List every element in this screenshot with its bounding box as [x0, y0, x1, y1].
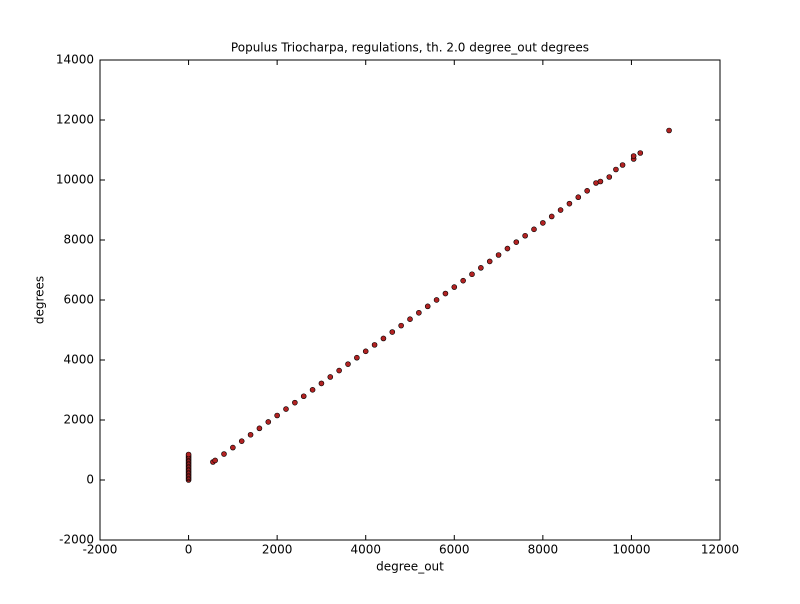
point [318, 380, 325, 387]
y-tick-label: 8000 [63, 233, 94, 247]
point [309, 387, 316, 393]
y-tick-label: 12000 [56, 113, 94, 127]
y-tick-label: 0 [86, 473, 94, 487]
point [300, 393, 307, 400]
point [575, 194, 582, 201]
point [451, 284, 458, 290]
point [597, 178, 604, 185]
point [327, 374, 334, 380]
point [424, 303, 431, 310]
point [504, 245, 511, 252]
point [362, 348, 369, 355]
point [522, 232, 528, 239]
point [292, 399, 298, 406]
point [212, 457, 218, 464]
point [416, 309, 422, 316]
y-tick-label: 14000 [56, 53, 94, 67]
point [185, 451, 192, 458]
point [566, 200, 573, 207]
point [442, 290, 449, 297]
x-tick-label: 2000 [262, 543, 293, 557]
point [460, 277, 466, 284]
point [380, 335, 387, 342]
point [230, 444, 236, 451]
point [354, 354, 360, 361]
point [513, 239, 520, 245]
x-tick-label: 4000 [350, 543, 381, 557]
point [637, 150, 644, 156]
chart-title: Populus Triocharpa, regulations, th. 2.0… [231, 41, 589, 55]
point [495, 252, 502, 258]
point [540, 220, 546, 226]
y-tick-label: 6000 [63, 293, 94, 307]
y-tick-label: 4000 [63, 353, 94, 367]
y-axis-label: degrees [33, 276, 47, 324]
point [606, 174, 613, 180]
y-tick-label: 10000 [56, 173, 94, 187]
y-tick-label: -2000 [59, 533, 94, 547]
point [247, 431, 254, 438]
point [433, 297, 440, 303]
point [274, 412, 280, 419]
plot-frame [99, 59, 721, 541]
point [584, 188, 590, 194]
y-tick-label: 2000 [63, 413, 94, 427]
point [283, 406, 289, 412]
x-tick-label: 8000 [528, 543, 559, 557]
point [630, 153, 637, 159]
x-axis-label: degree_out [376, 560, 444, 574]
point [486, 258, 493, 265]
point [389, 329, 396, 335]
point [345, 361, 351, 367]
point [265, 419, 272, 425]
point [557, 207, 564, 213]
point [469, 271, 475, 278]
x-tick-label: 12000 [701, 543, 739, 557]
point [371, 342, 378, 348]
x-tick-label: 10000 [612, 543, 650, 557]
point [619, 162, 626, 168]
point [398, 322, 404, 329]
x-tick-label: -2000 [83, 543, 118, 557]
point [238, 438, 245, 444]
point [666, 127, 672, 134]
x-tick-label: 0 [185, 543, 193, 557]
point [613, 166, 619, 173]
point [548, 213, 555, 220]
point [256, 425, 263, 432]
point [336, 367, 342, 374]
x-tick-label: 6000 [439, 543, 470, 557]
point [478, 265, 484, 271]
point [221, 451, 227, 457]
point [407, 316, 413, 323]
point [531, 226, 537, 233]
